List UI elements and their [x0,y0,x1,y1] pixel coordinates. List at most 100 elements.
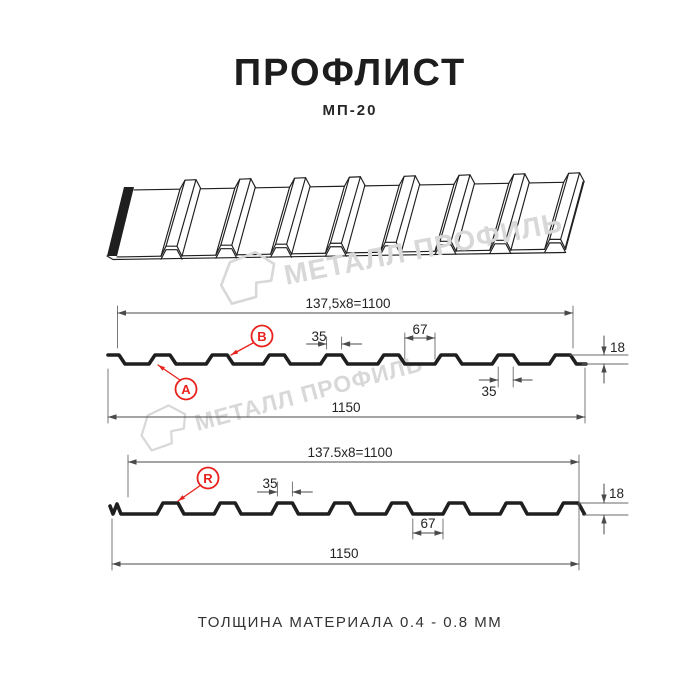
rib-front-thickness [434,244,457,255]
arrowhead [412,530,422,536]
dim-overall-width-bottom: 1150 [329,546,358,561]
line [439,174,460,242]
arrowhead [601,515,607,524]
arrowhead [341,341,351,347]
sheet-bottom-thickness [106,251,566,261]
rib-front [270,243,293,255]
arrowhead [426,335,435,341]
line [528,181,565,184]
dim-height-bottom: 18 [609,486,624,501]
profile-outline [108,501,587,516]
line [133,188,181,191]
line [165,179,186,247]
line [236,186,256,256]
rib-back [508,173,530,184]
rib-front [489,239,512,251]
rib-front [160,245,183,257]
rib-front-thickness [324,246,347,257]
arrowhead [434,530,443,536]
line [434,183,455,252]
rib-front [215,244,238,256]
dim-pan-width-bottom: 67 [420,516,435,531]
material-thickness-note: ТОЛЩИНА МАТЕРИАЛА 0.4 - 0.8 ММ [197,614,503,631]
arrowhead [404,335,414,341]
line [455,249,491,252]
line [395,175,416,243]
rib-back [453,174,476,185]
rib-front-thickness [270,247,293,258]
profile-3d-view [106,172,585,261]
arrowhead [570,561,579,567]
profile-cross-section-ab [106,305,629,424]
rib-back [234,178,256,189]
page-footer: ТОЛЩИНА МАТЕРИАЛА 0.4 - 0.8 ММ [0,614,700,631]
line [160,188,181,257]
rib-front [434,240,457,252]
line [231,178,252,246]
arrowhead [128,459,137,465]
callout-b-circle [250,324,274,348]
callout-b-label: B [257,329,266,344]
line [400,250,436,253]
line [450,174,471,242]
line [384,175,405,243]
arrowhead [601,494,607,503]
arrowhead [158,365,166,371]
callout-a-label: A [181,382,191,397]
arrowhead [292,489,301,495]
brand-logo-icon [140,404,187,452]
line [419,183,455,186]
line [549,172,570,240]
sheet-cut-edge [107,187,134,256]
line [345,251,381,254]
page-header: ПРОФЛИСТ МП-20 [0,52,700,119]
line [275,177,296,245]
dim-pan-width-top: 67 [412,322,427,337]
line [181,254,217,257]
profile-outline [106,353,588,366]
dim-height-top: 18 [610,340,625,355]
line [291,252,326,255]
dim-coverage-width-bottom: 137.5x8=1100 [308,445,393,460]
line [379,184,400,253]
rib-front-thickness [160,249,183,260]
rib-front-thickness [379,245,402,256]
arrowhead [564,310,573,316]
arrowhead [513,377,522,383]
sheet-face [115,182,583,256]
line [236,253,272,256]
line [489,182,510,251]
profile-cross-section-r [108,454,629,571]
line [181,187,202,257]
arrowhead [108,414,117,420]
rib-front [379,241,402,253]
line [199,187,236,190]
line [270,186,291,255]
line [309,185,345,188]
line [345,184,366,254]
line [340,176,361,244]
line [565,180,585,250]
line [510,248,546,251]
line [329,176,350,244]
rib-back [179,179,202,190]
arrowhead [231,349,239,355]
arrowhead [117,310,126,316]
page-title: ПРОФЛИСТ [233,52,467,94]
line [505,173,526,241]
dim-coverage-width-top: 137,5x8=1100 [306,296,391,311]
arrowhead [112,561,121,567]
rib-front-thickness [544,242,567,253]
line [564,181,584,250]
line [220,178,241,246]
line [116,255,162,258]
rib-front-thickness [489,243,512,254]
line [560,172,581,240]
arrowhead [318,341,327,347]
line [455,182,476,252]
arrowhead [178,495,185,501]
line [215,187,236,256]
rib-back [563,172,585,183]
rib-front [544,238,567,250]
line [291,185,311,255]
